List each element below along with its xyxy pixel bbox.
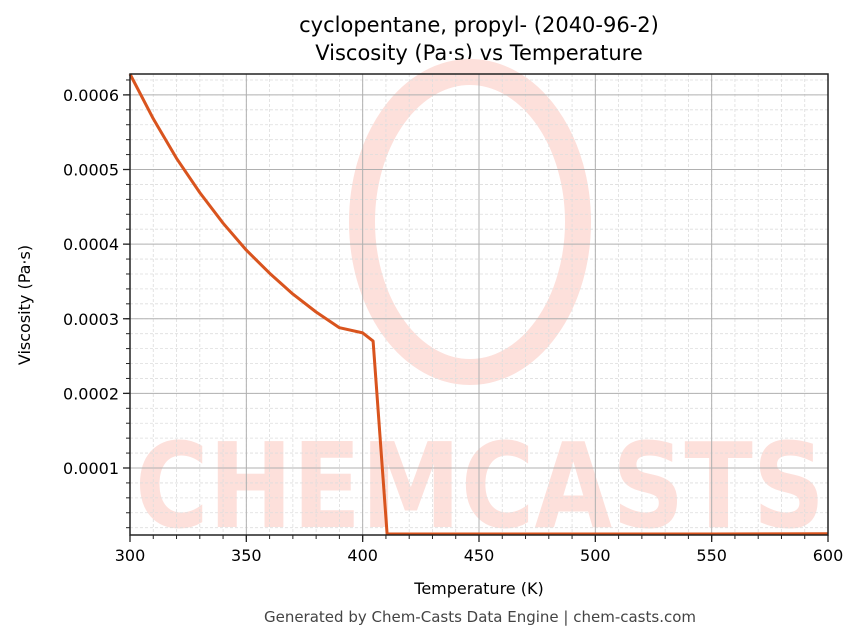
y-tick-label: 0.0004 bbox=[63, 235, 119, 254]
y-tick-label: 0.0005 bbox=[63, 161, 119, 180]
watermark-text: CHEMCASTS bbox=[135, 417, 825, 555]
x-axis-label: Temperature (K) bbox=[413, 579, 543, 598]
x-tick-label: 500 bbox=[580, 546, 611, 565]
y-tick-label: 0.0006 bbox=[63, 86, 119, 105]
x-tick-label: 550 bbox=[696, 546, 727, 565]
x-tick-label: 600 bbox=[813, 546, 844, 565]
y-axis-label: Viscosity (Pa·s) bbox=[15, 245, 34, 365]
grid-major bbox=[129, 74, 829, 535]
y-tick-label: 0.0001 bbox=[63, 459, 119, 478]
watermark: CHEMCASTS bbox=[135, 59, 825, 555]
footer-credit: Generated by Chem-Casts Data Engine | ch… bbox=[263, 608, 697, 626]
x-tick-label: 350 bbox=[231, 546, 262, 565]
viscosity-line bbox=[128, 73, 829, 536]
y-tick-label: 0.0002 bbox=[63, 384, 119, 403]
x-tick-label: 300 bbox=[115, 546, 146, 565]
y-tick-labels: 0.0001 0.0002 0.0003 0.0004 0.0005 0.0006 bbox=[63, 86, 119, 478]
axis-ticks bbox=[123, 79, 829, 542]
chart-title-line1: cyclopentane, propyl- (2040-96-2) bbox=[299, 13, 659, 37]
x-tick-label: 400 bbox=[347, 546, 378, 565]
y-tick-label: 0.0003 bbox=[63, 310, 119, 329]
x-tick-labels: 300 350 400 450 500 550 600 bbox=[115, 546, 844, 565]
x-tick-label: 450 bbox=[464, 546, 495, 565]
